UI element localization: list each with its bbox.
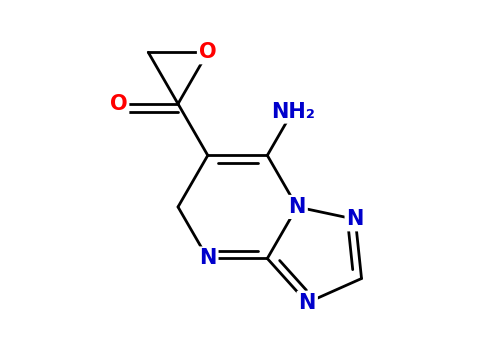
Text: N: N [299,293,316,313]
Text: NH₂: NH₂ [271,102,314,121]
Text: N: N [288,197,306,217]
Text: N: N [199,248,216,268]
Text: O: O [199,42,216,62]
Text: N: N [347,209,364,229]
Text: O: O [109,94,127,114]
